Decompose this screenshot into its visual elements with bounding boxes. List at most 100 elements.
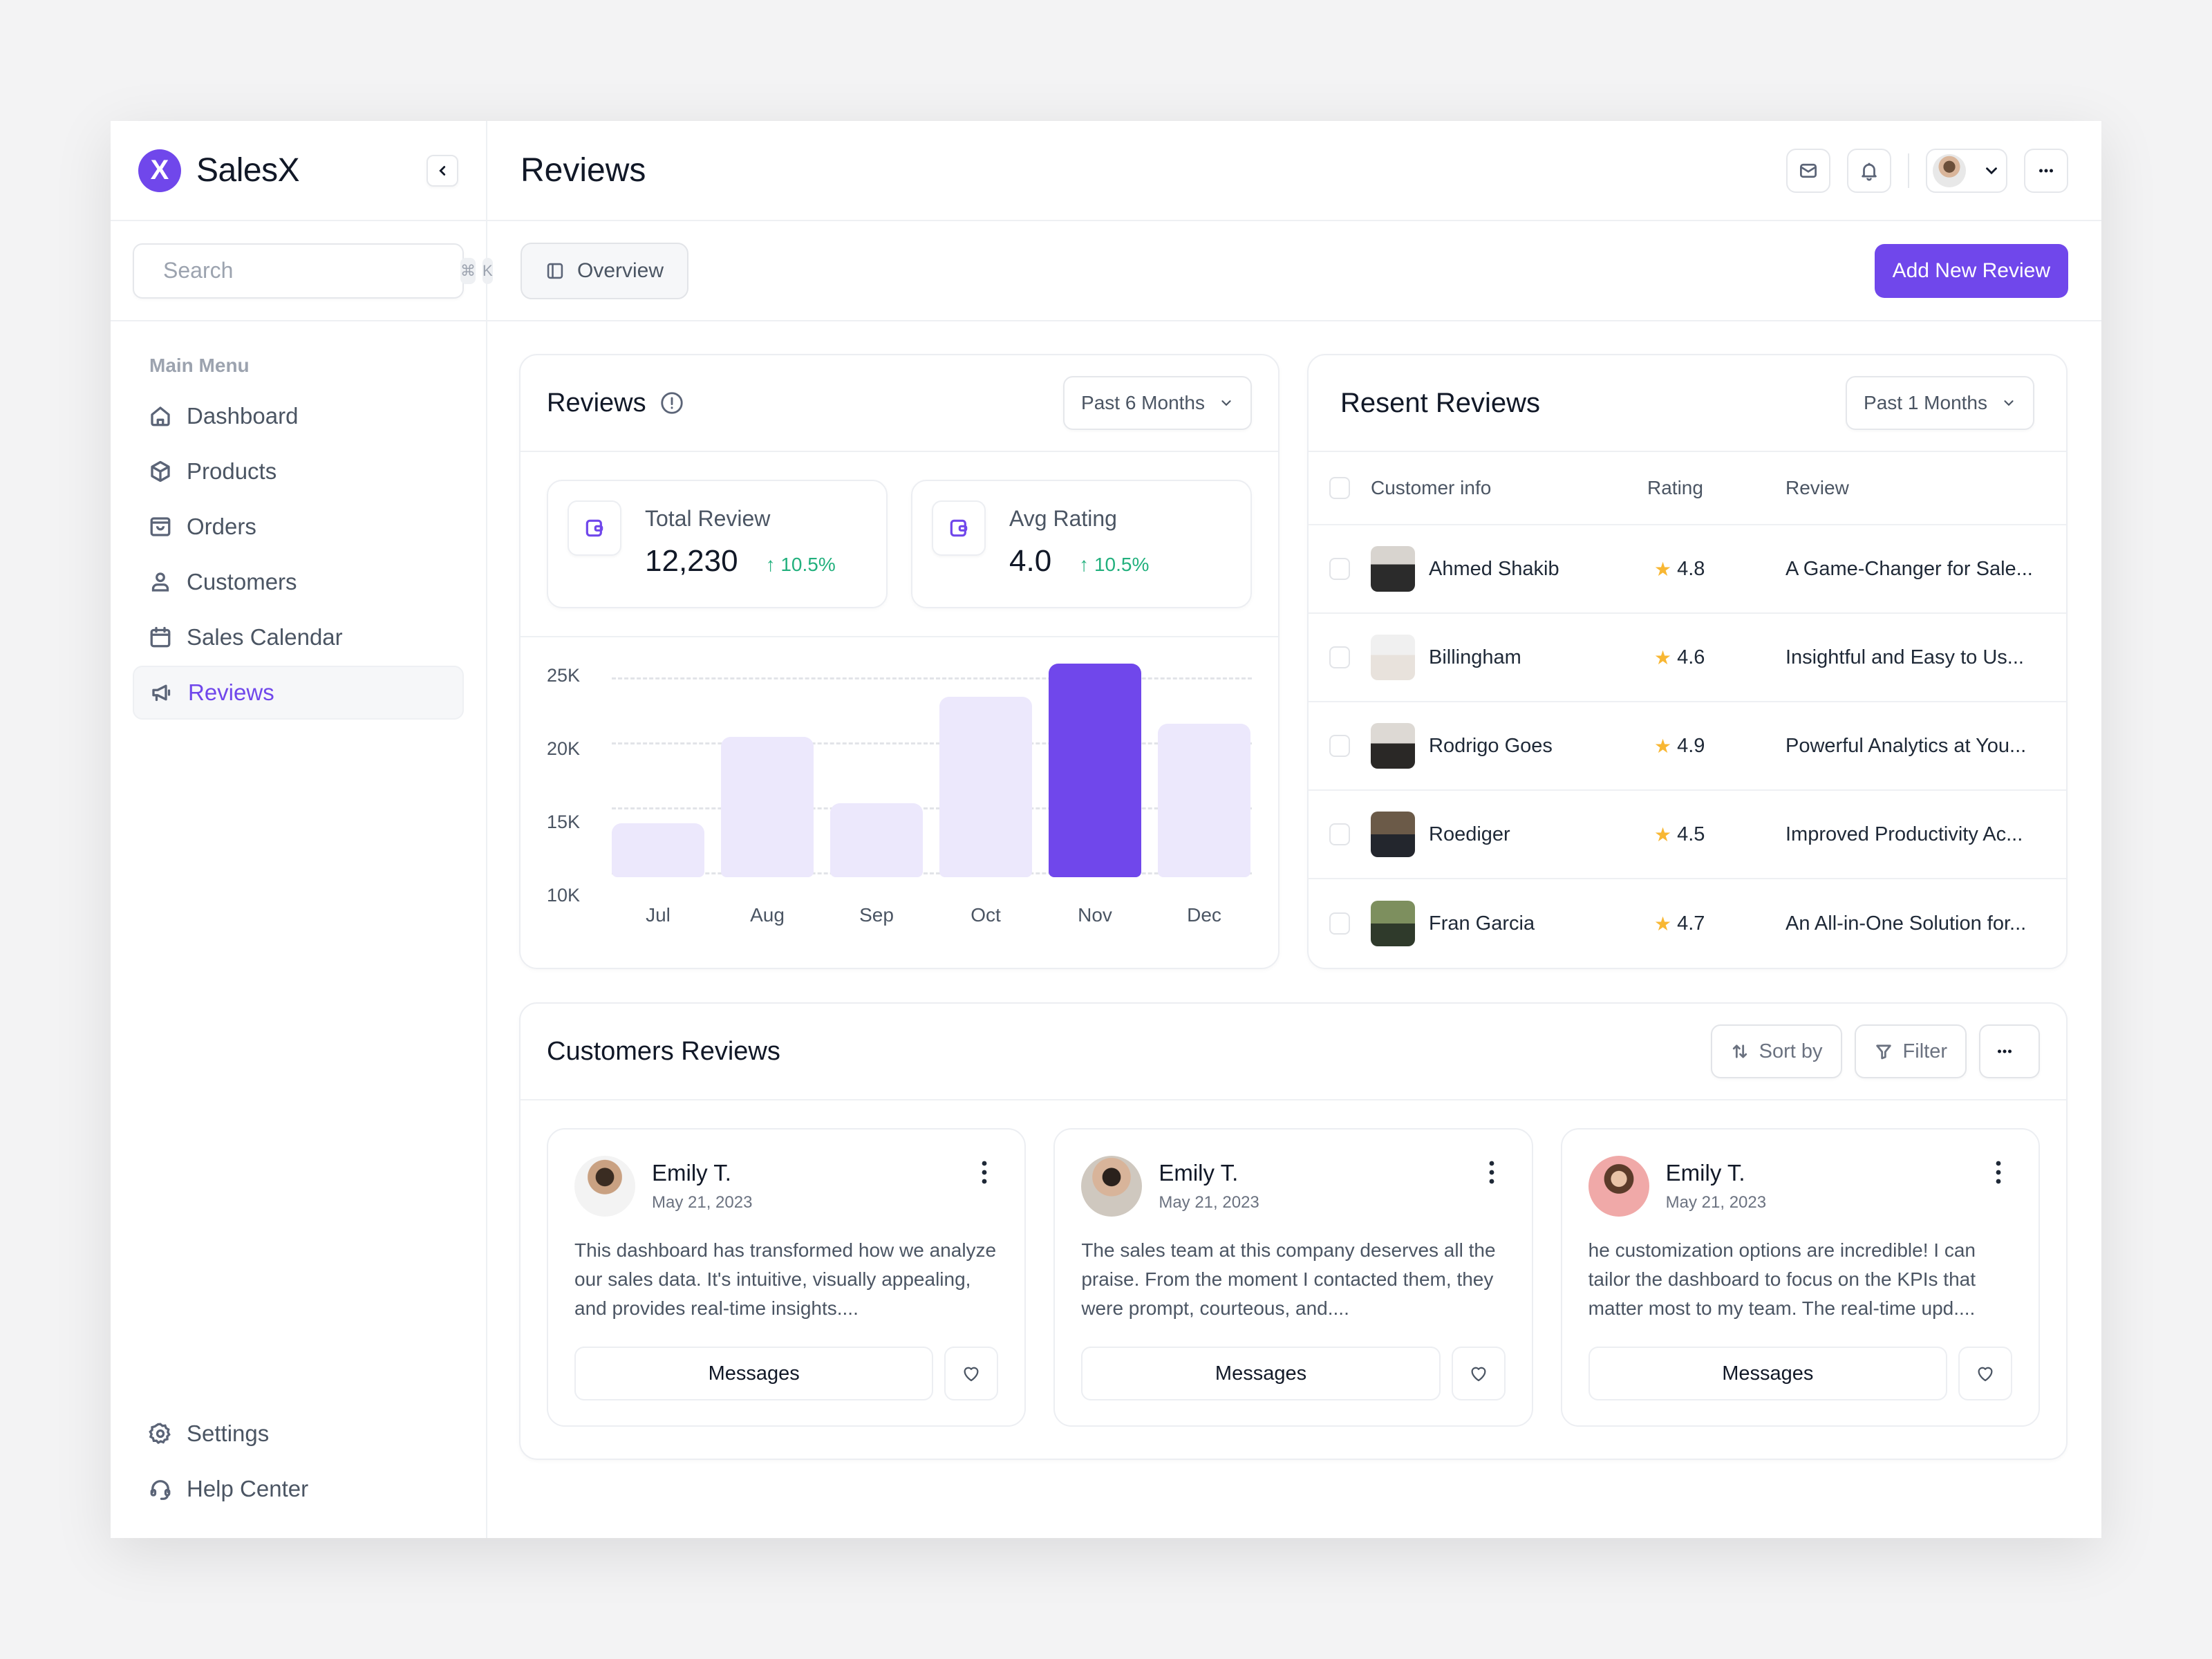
table-row[interactable]: Fran Garcia ★ 4.7 An All-in-One Solution … <box>1309 879 2066 968</box>
select-all-checkbox[interactable] <box>1329 477 1350 499</box>
review-text: This dashboard has transformed how we an… <box>574 1239 997 1319</box>
arrow-up-icon: ↑ <box>1079 554 1094 575</box>
mail-icon <box>1800 163 1817 178</box>
x-tick: Oct <box>971 904 1001 926</box>
brand: X SalesX <box>111 121 486 221</box>
heart-icon <box>1978 1367 1993 1382</box>
row-checkbox[interactable] <box>1329 646 1350 668</box>
like-button[interactable] <box>1958 1347 2012 1400</box>
search-input[interactable] <box>163 258 453 283</box>
row-checkbox[interactable] <box>1329 823 1350 845</box>
chevron-left-icon <box>439 165 446 176</box>
sidebar-item-label: Help Center <box>187 1476 309 1501</box>
row-checkbox[interactable] <box>1329 735 1350 757</box>
more-options-button[interactable] <box>2024 148 2068 193</box>
table-row[interactable]: Billingham ★ 4.6 Insightful and Easy to U… <box>1309 614 2066 702</box>
sidebar-item-dashboard[interactable]: Dashboard <box>133 389 464 443</box>
stat-change: ↑ 10.5% <box>1079 554 1150 575</box>
messages-button[interactable]: Messages <box>1588 1347 1947 1400</box>
sort-by-label: Sort by <box>1759 1040 1823 1062</box>
table-row[interactable]: Ahmed Shakib ★ 4.8 A Game-Changer for Sal… <box>1309 525 2066 614</box>
ellipsis-icon <box>1998 1049 2012 1053</box>
mail-button[interactable] <box>1786 148 1830 193</box>
x-tick: Aug <box>750 904 785 926</box>
main-content: Reviews Overvie <box>487 121 2101 1538</box>
stat-label: Avg Rating <box>1009 506 1117 531</box>
divider <box>1908 153 1909 188</box>
bar-jul[interactable] <box>612 823 704 877</box>
row-checkbox[interactable] <box>1329 912 1350 935</box>
tab-overview[interactable]: Overview <box>521 242 689 299</box>
add-new-review-button[interactable]: Add New Review <box>1874 243 2068 298</box>
gear-icon <box>149 1423 171 1445</box>
sort-by-button[interactable]: Sort by <box>1710 1024 1842 1078</box>
customers-reviews-header: Customers Reviews Sort by Filter <box>521 1004 2066 1100</box>
stat-value: 4.0 <box>1009 544 1052 578</box>
kebab-menu-icon[interactable] <box>1488 1160 1496 1185</box>
rating-value: 4.9 <box>1677 734 1705 757</box>
review-date: May 21, 2023 <box>1159 1193 1259 1212</box>
kebab-menu-icon[interactable] <box>1994 1160 2003 1185</box>
brand-name: SalesX <box>196 152 300 189</box>
shortcut-key-k: K <box>482 257 493 284</box>
like-button[interactable] <box>1451 1347 1506 1400</box>
messages-button[interactable]: Messages <box>1081 1347 1441 1400</box>
customers-reviews-title: Customers Reviews <box>547 1036 780 1066</box>
customer-name: Ahmed Shakib <box>1429 557 1559 580</box>
stat-change: ↑ 10.5% <box>765 554 836 575</box>
reviews-card-title: Reviews <box>547 388 646 418</box>
x-tick: Sep <box>859 904 894 926</box>
like-button[interactable] <box>944 1347 999 1400</box>
bar-oct[interactable] <box>939 697 1032 877</box>
table-row[interactable]: Roediger ★ 4.5 Improved Productivity Ac..… <box>1309 791 2066 879</box>
box-icon <box>151 460 170 482</box>
user-menu-button[interactable] <box>1926 148 2007 193</box>
bar-dec[interactable] <box>1158 723 1250 877</box>
kebab-menu-icon[interactable] <box>980 1160 988 1185</box>
sidebar-item-products[interactable]: Products <box>133 444 464 498</box>
page-title: Reviews <box>521 152 646 189</box>
recent-reviews-title: Resent Reviews <box>1340 387 1541 418</box>
bar-aug[interactable] <box>721 736 814 877</box>
chevron-down-icon <box>2004 400 2014 406</box>
bar-sep[interactable] <box>830 803 923 877</box>
table-row[interactable]: Rodrigo Goes ★ 4.9 Powerful Analytics at … <box>1309 702 2066 791</box>
notifications-button[interactable] <box>1847 148 1891 193</box>
reviews-range-dropdown[interactable]: Past 6 Months <box>1063 376 1252 430</box>
tab-bar: Overview Add New Review <box>487 221 2101 321</box>
stats-row: Total Review 12,230 ↑ 10.5% Avg Rating <box>521 452 1278 637</box>
bar-nov[interactable] <box>1049 664 1141 877</box>
review-card: Emily T. May 21, 2023 The sales team at … <box>1053 1128 1533 1427</box>
headset-icon <box>150 1480 171 1500</box>
avatar <box>574 1156 635 1217</box>
stat-total-review: Total Review 12,230 ↑ 10.5% <box>547 480 888 608</box>
stat-label: Total Review <box>645 506 771 531</box>
star-icon: ★ <box>1654 558 1672 580</box>
recent-range-dropdown[interactable]: Past 1 Months <box>1846 376 2034 430</box>
calendar-icon <box>150 626 171 648</box>
sidebar-item-orders[interactable]: Orders <box>133 500 464 554</box>
sidebar-item-reviews[interactable]: Reviews <box>133 666 464 720</box>
filter-button[interactable]: Filter <box>1854 1024 1967 1078</box>
more-options-button[interactable] <box>1979 1024 2040 1078</box>
info-icon[interactable] <box>659 390 685 416</box>
avatar <box>1933 153 1966 187</box>
avatar <box>1588 1156 1649 1217</box>
avatar <box>1371 812 1415 857</box>
collapse-sidebar-button[interactable] <box>427 154 458 187</box>
reviewer-name: Emily T. <box>1665 1160 1745 1185</box>
chevron-down-icon <box>1221 400 1231 406</box>
shopping-bag-icon <box>150 517 171 536</box>
sidebar-item-sales-calendar[interactable]: Sales Calendar <box>133 610 464 664</box>
avatar <box>1081 1156 1143 1217</box>
sidebar-item-help-center[interactable]: Help Center <box>133 1462 464 1516</box>
row-checkbox[interactable] <box>1329 558 1350 580</box>
column-review: Review <box>1785 477 1849 498</box>
review-excerpt: Improved Productivity Ac... <box>1785 823 2023 845</box>
sidebar-item-settings[interactable]: Settings <box>133 1407 464 1461</box>
star-icon: ★ <box>1654 735 1672 757</box>
review-date: May 21, 2023 <box>1665 1193 1767 1212</box>
ellipsis-icon <box>2039 169 2053 172</box>
messages-button[interactable]: Messages <box>574 1347 934 1400</box>
sidebar-item-customers[interactable]: Customers <box>133 555 464 609</box>
